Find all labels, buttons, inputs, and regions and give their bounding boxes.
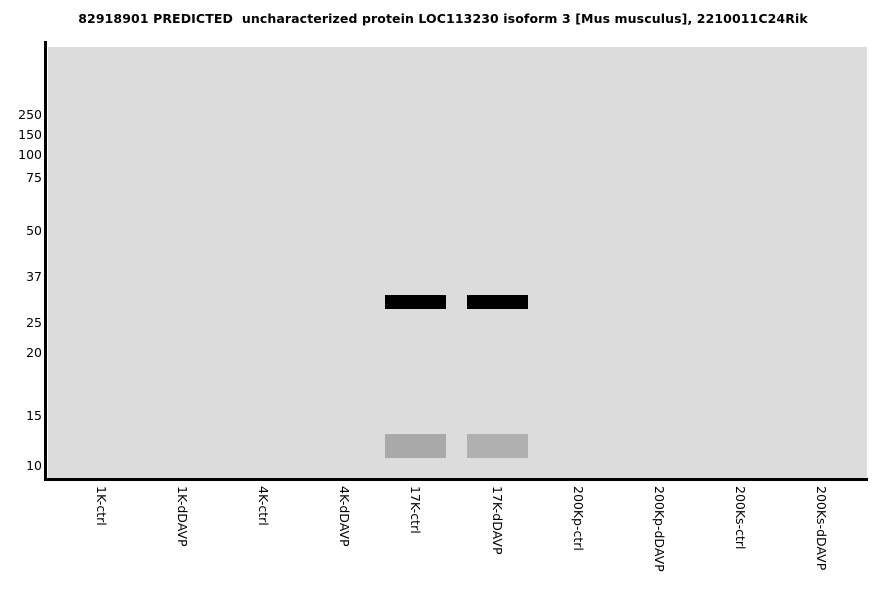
y-axis-tick-label: 75 [26, 170, 42, 185]
y-axis-tick-label: 10 [26, 458, 42, 473]
x-axis-tick-label-text: 17K-ctrl [408, 486, 423, 534]
y-axis-tick-label: 250 [18, 107, 42, 122]
y-axis-spine [44, 41, 47, 481]
x-axis-tick-label-text: 200Ks-dDAVP [814, 486, 829, 571]
x-axis-tick-label-text: 200Kp-ctrl [571, 486, 586, 551]
y-axis-tick-label: 20 [26, 345, 42, 360]
y-axis-tick-label: 15 [26, 408, 42, 423]
x-axis-tick-label-text: 17K-dDAVP [490, 486, 505, 555]
y-axis-tick-label: 25 [26, 315, 42, 330]
y-axis-tick-label: 50 [26, 223, 42, 238]
figure-title: 82918901 PREDICTED uncharacterized prote… [78, 11, 808, 26]
x-axis-spine [44, 478, 868, 481]
blot-band [385, 295, 446, 309]
x-axis-tick-label-text: 200Ks-ctrl [733, 486, 748, 550]
blot-band [385, 434, 446, 458]
x-axis-tick-label-text: 4K-ctrl [256, 486, 271, 526]
y-axis-tick-label: 100 [18, 147, 42, 162]
x-axis-tick-label-text: 1K-dDAVP [175, 486, 190, 547]
y-axis-tick-label: 37 [26, 269, 42, 284]
y-axis-tick-label: 150 [18, 127, 42, 142]
y-axis-tick-labels: 250 150 100 75 50 37 25 20 15 10 [0, 0, 42, 595]
blot-band [467, 434, 528, 458]
x-axis-tick-label-text: 1K-ctrl [94, 486, 109, 526]
x-axis-tick-label-text: 200Kp-dDAVP [652, 486, 667, 572]
blot-plot-area [48, 47, 867, 478]
blot-band [467, 295, 528, 309]
x-axis-tick-label-text: 4K-dDAVP [337, 486, 352, 547]
